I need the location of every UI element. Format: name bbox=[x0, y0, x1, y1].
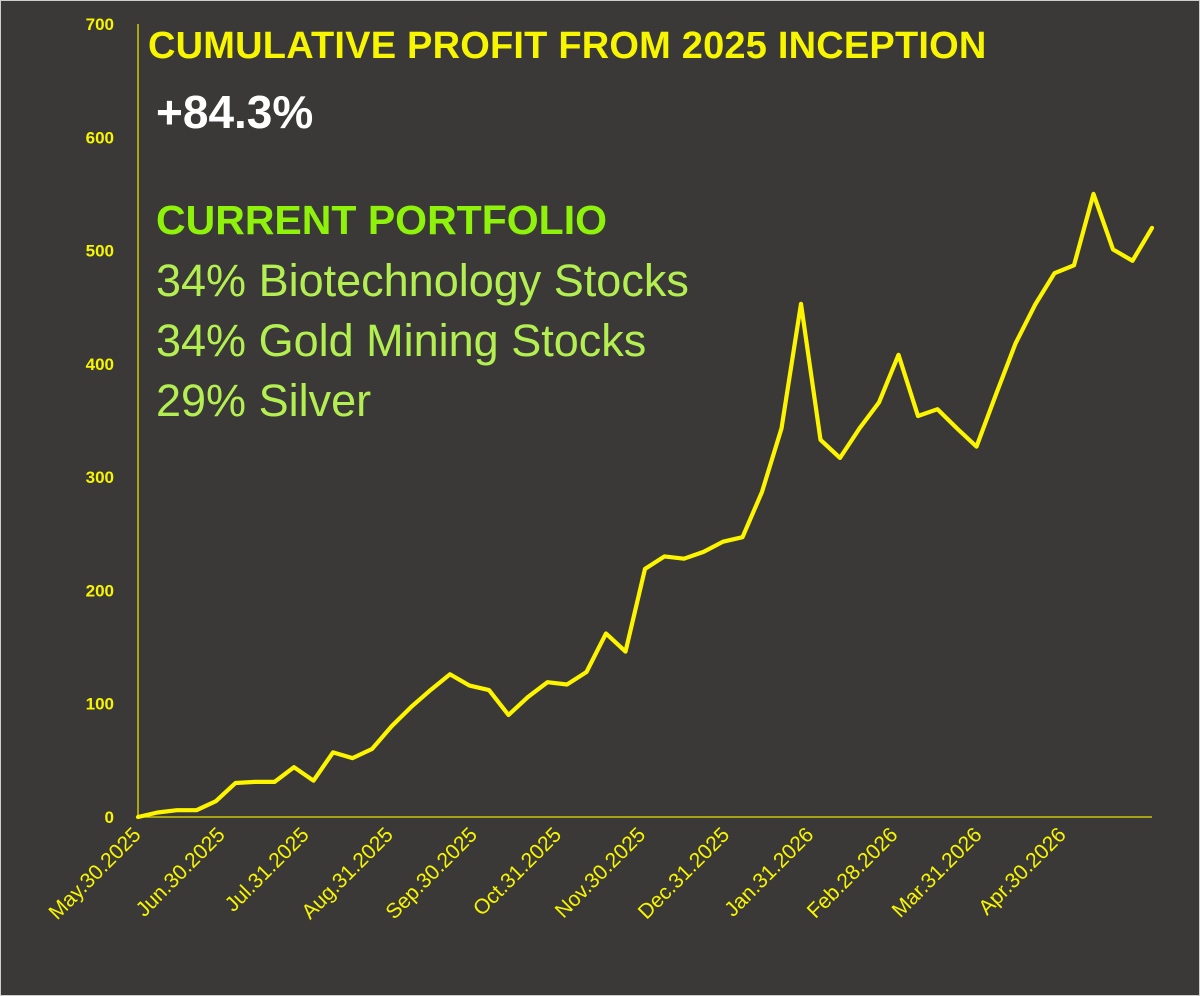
x-tick-label: Mar.31.2026 bbox=[888, 823, 987, 922]
portfolio-heading: CURRENT PORTFOLIO bbox=[156, 197, 607, 243]
y-tick-label: 500 bbox=[86, 242, 114, 261]
holding-biotech: 34% Biotechnology Stocks bbox=[156, 255, 689, 306]
series-line bbox=[135, 191, 1155, 820]
chart-title: CUMULATIVE PROFIT FROM 2025 INCEPTION bbox=[148, 25, 987, 67]
x-tick-label: Jun.30.2025 bbox=[132, 823, 230, 921]
y-tick-label: 600 bbox=[86, 128, 114, 147]
y-tick-label: 400 bbox=[86, 355, 114, 374]
y-tick-label: 200 bbox=[86, 581, 114, 600]
series-layer bbox=[135, 191, 1155, 820]
y-tick-label: 0 bbox=[105, 808, 114, 827]
holding-gold-mining: 34% Gold Mining Stocks bbox=[156, 315, 647, 366]
x-tick-label: Apr.30.2026 bbox=[974, 823, 1070, 919]
cumulative-profit-value: +84.3% bbox=[156, 86, 314, 138]
holding-silver: 29% Silver bbox=[156, 375, 372, 426]
x-axis: May.30.2025Jun.30.2025Jul.31.2025Aug.31.… bbox=[45, 816, 1152, 924]
y-tick-label: 700 bbox=[86, 15, 114, 34]
y-tick-label: 100 bbox=[86, 695, 114, 714]
x-tick-label: Feb.28.2026 bbox=[803, 823, 903, 923]
y-tick-label: 300 bbox=[86, 468, 114, 487]
x-tick-label: Jul.31.2025 bbox=[221, 823, 314, 916]
y-axis: 0 100 200 300 400 500 600 700 bbox=[86, 15, 139, 827]
x-tick-label: May.30.2025 bbox=[45, 823, 146, 924]
